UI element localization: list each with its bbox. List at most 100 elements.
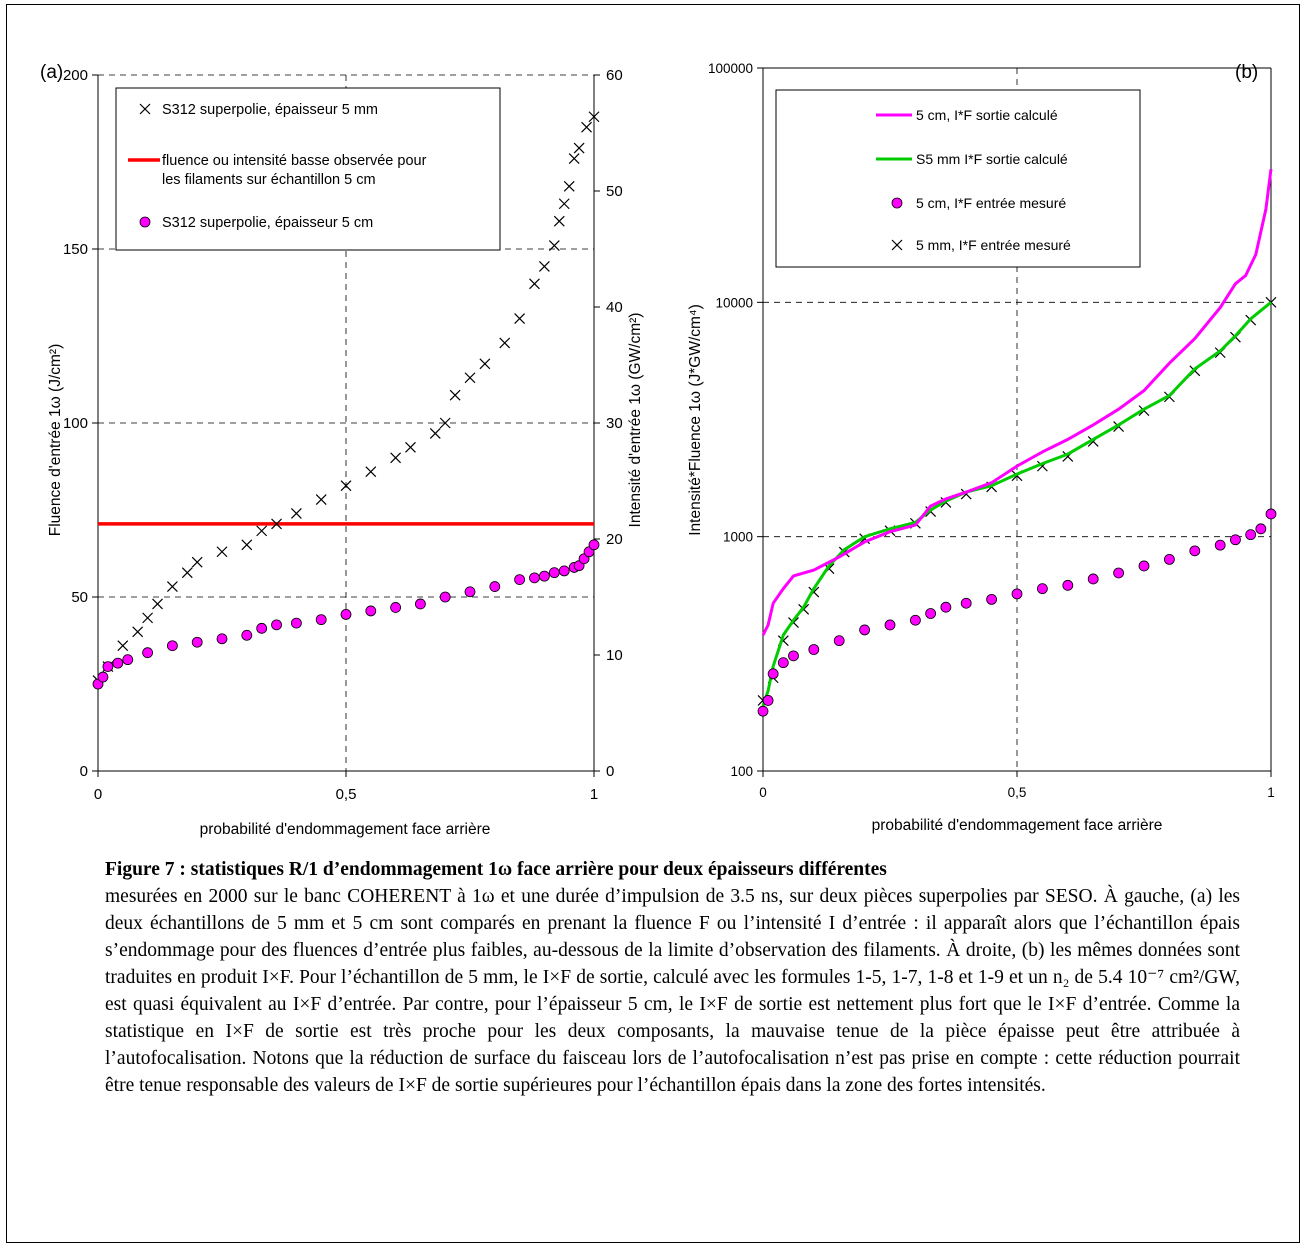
data-point-5cm-input (1011, 588, 1023, 600)
tick-label-a-y2: 60 (606, 67, 623, 84)
data-point-5mm (315, 494, 327, 505)
data-point-5cm (216, 633, 228, 645)
data-point-5cm (558, 565, 570, 577)
data-point-5cm (122, 654, 134, 666)
tick-label-a-y2: 30 (606, 415, 623, 432)
data-point-5cm-input (1138, 560, 1150, 572)
tick-label-a-x: 0,5 (336, 786, 357, 803)
data-point-5cm-input (859, 624, 870, 636)
tick-label-a-y2: 50 (606, 183, 623, 200)
legend-label-filament-line1: fluence ou intensité basse observée pour (162, 153, 427, 169)
axes-a (92, 74, 600, 777)
data-point-5cm-input (1189, 545, 1201, 557)
data-point-5mm (152, 598, 163, 610)
data-point-5mm (390, 452, 402, 464)
data-point-5cm (256, 622, 268, 634)
tick-label-a-y: 150 (63, 241, 88, 258)
panel-label-b: (b) (1235, 62, 1258, 83)
axes-b (757, 67, 1272, 777)
data-point-5cm-input (1087, 573, 1099, 585)
data-point-5mm (365, 466, 377, 478)
tick-label-a-y: 100 (63, 415, 88, 432)
data-point-5cm (142, 647, 154, 659)
legend-marker-5mm-input (891, 239, 903, 251)
ticks-b: 100 1000 10000 100000 0 0,5 1 (708, 61, 1275, 800)
data-point-5cm (166, 640, 178, 652)
data-point-5mm (166, 581, 178, 592)
legend-label-5mm-output: S5 mm I*F sortie calculé (916, 151, 1068, 167)
data-point-5cm-input (767, 668, 779, 680)
data-point-5cm (514, 574, 525, 585)
tick-label-b-x: 1 (1267, 785, 1275, 800)
data-point-5cm-input (788, 650, 799, 662)
data-point-5cm (489, 581, 501, 592)
tick-label-b-y: 1000 (723, 530, 753, 545)
data-point-5cm (315, 614, 327, 626)
data-point-5cm-input (762, 695, 774, 706)
data-point-5mm (568, 153, 580, 164)
data-point-5mm (216, 546, 228, 558)
data-point-5cm (365, 605, 377, 617)
data-point-5cm (539, 570, 550, 582)
data-point-5cm-input (1255, 523, 1267, 535)
tick-label-b-y: 10000 (715, 295, 753, 310)
data-point-5mm (581, 121, 592, 133)
data-point-5mm (181, 567, 193, 579)
caption-body: mesurées en 2000 sur le banc COHERENT à … (105, 886, 1240, 1096)
data-point-5cm-input (777, 657, 789, 669)
data-point-5mm (588, 111, 600, 123)
tick-label-b-y: 100 (730, 764, 753, 779)
data-point-5cm (102, 661, 114, 672)
data-point-5cm (529, 572, 540, 584)
data-point-5cm (191, 636, 203, 648)
data-point-5cm-input (884, 619, 896, 631)
data-point-5cm (439, 591, 451, 603)
data-point-5cm-input (910, 614, 921, 626)
data-point-5mm (573, 142, 585, 154)
data-point-5cm-input (986, 593, 997, 605)
legend-a: S312 superpolie, épaisseur 5 mm fluence o… (115, 87, 501, 251)
y-axis-label-a: Fluence d'entrée 1ω (J/cm²) (47, 344, 64, 537)
ticks-a: 0 50 100 150 200 0 10 20 30 40 50 60 0 0,5 1 (63, 67, 623, 803)
data-point-5cm (414, 598, 426, 610)
tick-label-b-y: 100000 (708, 61, 753, 76)
data-point-5cm-input (960, 597, 972, 609)
data-point-5cm (464, 586, 476, 598)
data-point-5cm-input (1062, 579, 1074, 591)
data-point-5cm-input (1037, 583, 1048, 595)
figure-caption: Figure 7 : statistiques R/1 d’endommagem… (105, 856, 1240, 1099)
data-point-5cm-input (1245, 529, 1257, 541)
data-point-5cm (290, 617, 302, 629)
data-point-5cm-input (925, 608, 937, 619)
data-point-5mm (132, 626, 144, 638)
series-line-5cm-output (761, 169, 1273, 636)
series-a (92, 111, 600, 690)
data-point-5mm (464, 372, 476, 384)
tick-label-a-y: 200 (63, 67, 88, 84)
chart-panel-a: (a) 0 50 100 150 200 0 10 20 30 40 50 60 0 0,5 1 S312 … (40, 62, 644, 838)
tick-label-a-y2: 0 (606, 763, 614, 780)
legend-box-b (775, 89, 1141, 268)
data-point-5cm (390, 602, 402, 613)
chart-panel-b: (b) 100 1000 10000 100000 0 0,5 1 5 cm, I*F so… (687, 61, 1277, 834)
data-point-5mm (553, 215, 565, 227)
tick-label-b-x: 0 (759, 785, 767, 800)
caption-title: Figure 7 : statistiques R/1 d’endommagem… (105, 859, 887, 880)
tick-label-a-y2: 40 (606, 299, 623, 316)
data-point-5mm (449, 389, 461, 401)
data-point-5mm (191, 556, 203, 568)
tick-label-a-y: 0 (80, 763, 88, 780)
data-point-5cm-input (808, 644, 820, 655)
legend-marker-5cm (139, 216, 151, 228)
tick-label-a-y2: 20 (606, 531, 623, 548)
data-point-5mm (558, 198, 570, 210)
legend-label-5cm-output: 5 cm, I*F sortie calculé (916, 107, 1058, 123)
legend-label-5cm: S312 superpolie, épaisseur 5 cm (162, 215, 373, 231)
data-point-5mm (340, 480, 352, 492)
tick-label-b-x: 0,5 (1008, 785, 1027, 800)
tick-label-a-x: 1 (590, 786, 598, 803)
x-axis-label-a: probabilité d'endommagement face arrière (200, 821, 491, 838)
data-point-5mm (256, 525, 268, 537)
tick-label-a-x: 0 (94, 786, 102, 803)
